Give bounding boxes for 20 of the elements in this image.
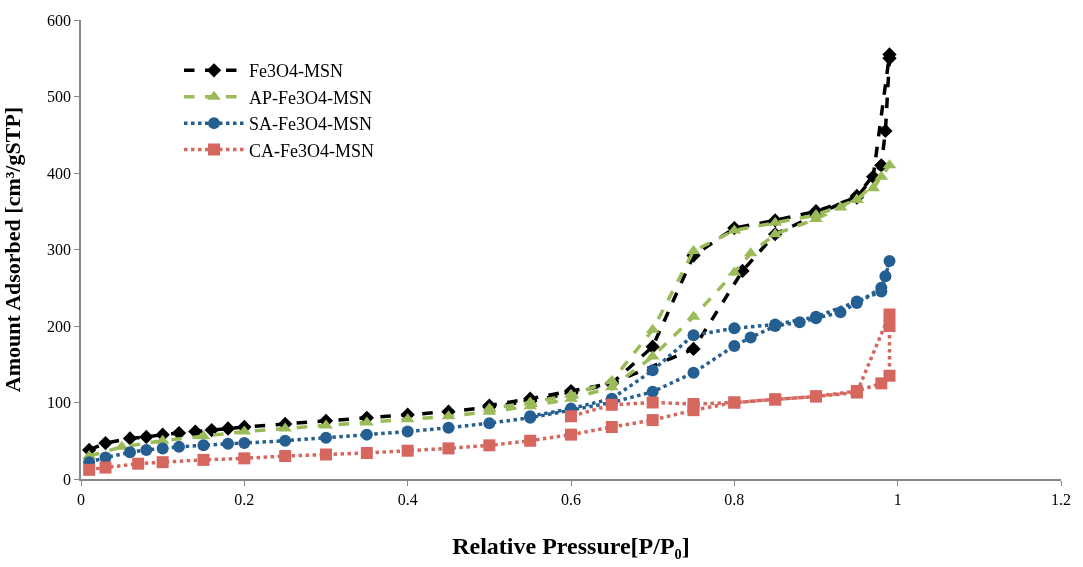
x-axis-title: Relative Pressure[P/P₀] [452, 532, 690, 559]
y-tick-label: 500 [47, 88, 72, 106]
x-tick-label: 0.4 [397, 490, 418, 508]
x-tick-label: 0.6 [561, 490, 581, 508]
x-tick-label: 1.2 [1051, 490, 1071, 508]
y-tick-label: 0 [63, 470, 72, 488]
y-tick-label: 200 [47, 317, 72, 335]
y-axis-title: Amount Adsorbed [cm³/gSTP] [0, 106, 26, 393]
legend-label: Fe3O4-MSN [249, 61, 344, 82]
x-tick-label: 1 [893, 490, 902, 508]
y-tick-label: 400 [47, 164, 72, 182]
legend-label: AP-Fe3O4-MSN [249, 87, 373, 108]
y-tick-label: 600 [47, 11, 72, 29]
legend-label: SA-Fe3O4-MSN [249, 114, 373, 135]
x-tick-label: 0.8 [724, 490, 745, 508]
x-tick-label: 0 [77, 490, 85, 508]
legend-label: CA-Fe3O4-MSN [249, 140, 375, 161]
y-tick-label: 100 [47, 394, 72, 412]
y-tick-label: 300 [47, 241, 72, 259]
x-tick-label: 0.2 [234, 490, 255, 508]
